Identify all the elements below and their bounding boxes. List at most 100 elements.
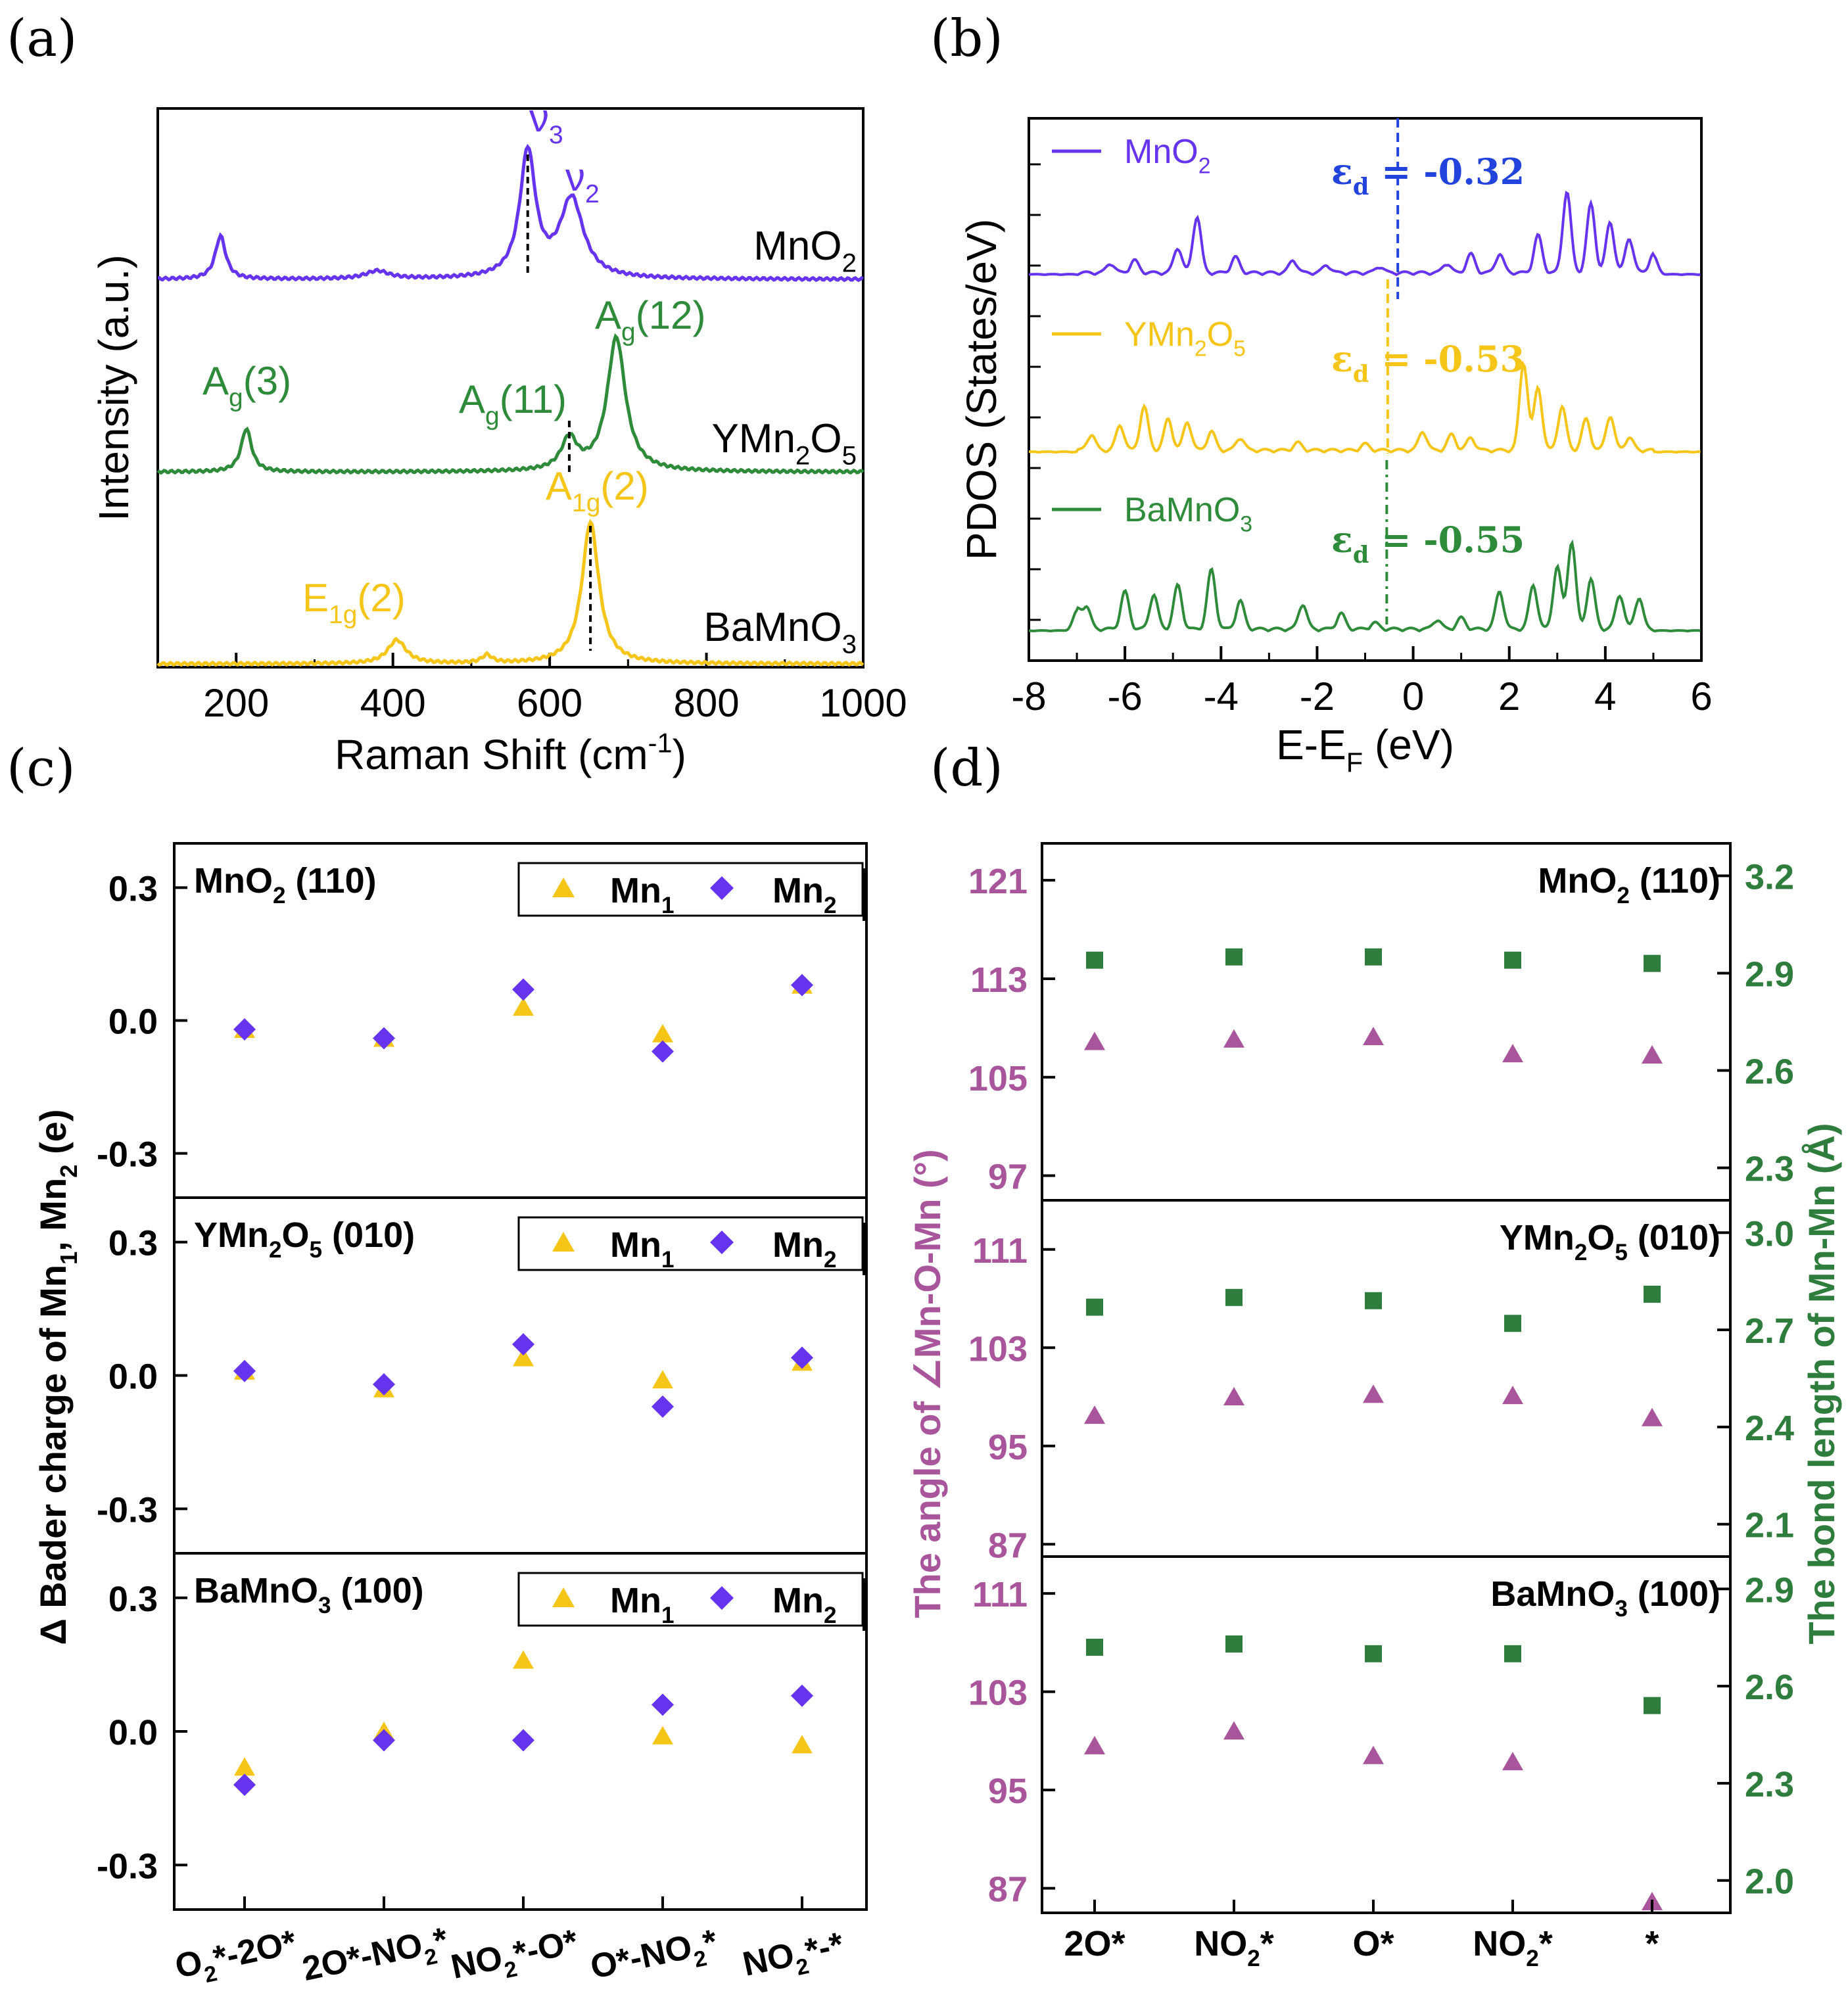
marker-bond [1365, 1292, 1382, 1309]
subplot-title: MnO2​ (110) [194, 861, 377, 908]
marker-mn2 [373, 1729, 395, 1752]
marker-bond [1365, 1645, 1382, 1662]
marker-mn2 [652, 1693, 674, 1716]
marker-bond [1086, 1638, 1103, 1656]
marker-angle [1084, 1735, 1105, 1754]
subplot-title: BaMnO3​ (100) [1490, 1574, 1720, 1622]
y-right-tick-label: 2.3 [1745, 1150, 1794, 1189]
legend-label-mn1: Mn1​ [610, 1225, 674, 1273]
pdos-line [1028, 191, 1701, 277]
y-right-tick-label: 2.6 [1745, 1052, 1794, 1092]
y-right-tick-label: 2.6 [1745, 1668, 1794, 1707]
subplot-frame [1041, 1555, 1732, 1914]
x-tick-label: 1000 [819, 681, 907, 725]
x-category-label: 2O* [1064, 1924, 1125, 1963]
d-band-center-label: εd​ = -0.55 [1331, 519, 1525, 569]
pdos-line [1029, 360, 1701, 454]
y-left-tick-label: 103 [968, 1674, 1028, 1713]
marker-mn2 [791, 974, 813, 997]
marker-mn1 [652, 1370, 673, 1389]
y-left-axis-label: The angle of ∠Mn-O-Mn (°) [907, 1149, 948, 1618]
marker-bond [1225, 1288, 1243, 1306]
y-left-tick-label: 113 [970, 960, 1028, 1000]
marker-bond [1225, 948, 1243, 966]
legend-marker-mn2 [710, 876, 734, 900]
marker-mn2 [791, 1346, 813, 1369]
marker-mn2 [233, 1359, 256, 1382]
pdos-line [1028, 539, 1701, 633]
x-tick-label: -2 [1300, 674, 1335, 718]
y-right-tick-label: 2.9 [1745, 1570, 1794, 1610]
marker-mn1 [513, 1650, 534, 1669]
x-axis-label: E-EF​ (eV) [1276, 721, 1454, 778]
marker-angle [1642, 1407, 1663, 1426]
x-tick-label: -8 [1011, 674, 1046, 718]
y-right-tick-label: 2.9 [1745, 954, 1794, 994]
legend-marker-mn1 [552, 878, 575, 897]
marker-angle [1642, 1045, 1663, 1064]
y-right-tick-label: 2.0 [1745, 1862, 1794, 1902]
marker-angle [1223, 1721, 1244, 1740]
y-right-tick-label: 2.4 [1745, 1409, 1794, 1448]
x-tick-label: 2 [1498, 674, 1520, 718]
marker-mn2 [512, 1333, 534, 1356]
x-category-label: O2​*-2O* [172, 1923, 302, 1993]
marker-bond [1644, 1285, 1661, 1303]
x-tick-label: 4 [1594, 674, 1616, 718]
panel-d-label: (d) [930, 739, 1003, 798]
marker-mn1 [513, 997, 534, 1016]
y-tick-label: 0.0 [108, 1357, 158, 1397]
panel-a-label: (a) [7, 9, 77, 68]
legend-label-mn1: Mn1​ [610, 1581, 674, 1628]
y-axis-label: PDOS (States/eV) [958, 219, 1005, 560]
legend-label: MnO2​ [1124, 133, 1210, 179]
x-category-label: 2O*-NO2​* [299, 1921, 453, 1995]
y-tick-label: 0.0 [108, 1002, 158, 1042]
marker-mn1 [652, 1023, 673, 1043]
y-left-tick-label: 103 [968, 1329, 1028, 1369]
raman-line-YMn [156, 333, 865, 475]
y-right-tick-label: 2.3 [1745, 1765, 1794, 1804]
marker-bond [1504, 1645, 1521, 1662]
marker-mn2 [652, 1395, 674, 1418]
legend-marker-mn2 [710, 1586, 734, 1610]
raman-series-label: MnO2​ [753, 223, 857, 278]
y-left-tick-label: 111 [972, 1575, 1028, 1614]
annotation-e1g2: E1g​(2) [302, 576, 406, 629]
marker-angle [1223, 1387, 1244, 1406]
y-tick-label: 0.3 [108, 1580, 158, 1619]
legend-label: BaMnO3​ [1124, 491, 1252, 537]
x-tick-label: -4 [1204, 674, 1239, 718]
subplot-title: YMn2​O5​ (010) [194, 1215, 415, 1263]
marker-mn1 [234, 1757, 255, 1776]
d-band-center-label: εd​ = -0.53 [1331, 338, 1525, 388]
y-left-tick-label: 105 [968, 1059, 1028, 1098]
subplot-title: MnO2​ (110) [1538, 861, 1720, 908]
legend-box [517, 1216, 864, 1271]
x-tick-label: 400 [360, 681, 426, 725]
x-category-label: NO2​* [1473, 1924, 1553, 1971]
x-tick-label: 0 [1402, 674, 1424, 718]
subplot-title: BaMnO3​ (100) [194, 1571, 424, 1618]
marker-bond [1644, 954, 1661, 972]
y-left-tick-label: 87 [988, 1870, 1028, 1910]
marker-bond [1225, 1635, 1243, 1653]
x-category-label: NO2​* [1194, 1924, 1274, 1971]
marker-mn2 [512, 978, 534, 1001]
legend-marker-mn2 [710, 1231, 734, 1254]
marker-mn1 [792, 1735, 813, 1754]
marker-bond [1504, 951, 1521, 969]
annotation-ag3: Ag​(3) [202, 359, 291, 412]
legend-label: YMn2​O5​ [1124, 316, 1246, 362]
marker-angle [1502, 1386, 1523, 1405]
y-tick-label: 0.3 [108, 1224, 158, 1263]
legend-shadow [863, 1578, 868, 1631]
marker-bond [1086, 1298, 1103, 1316]
legend-label-mn2: Mn2​ [772, 1581, 836, 1628]
marker-mn2 [373, 1373, 395, 1396]
y-left-tick-label: 111 [972, 1231, 1028, 1271]
marker-mn2 [652, 1040, 674, 1063]
legend-shadow [863, 868, 868, 921]
panel-a-raman: (a) 200 400 600 800 1000 Raman Shift (cm-1​) In… [7, 9, 907, 778]
